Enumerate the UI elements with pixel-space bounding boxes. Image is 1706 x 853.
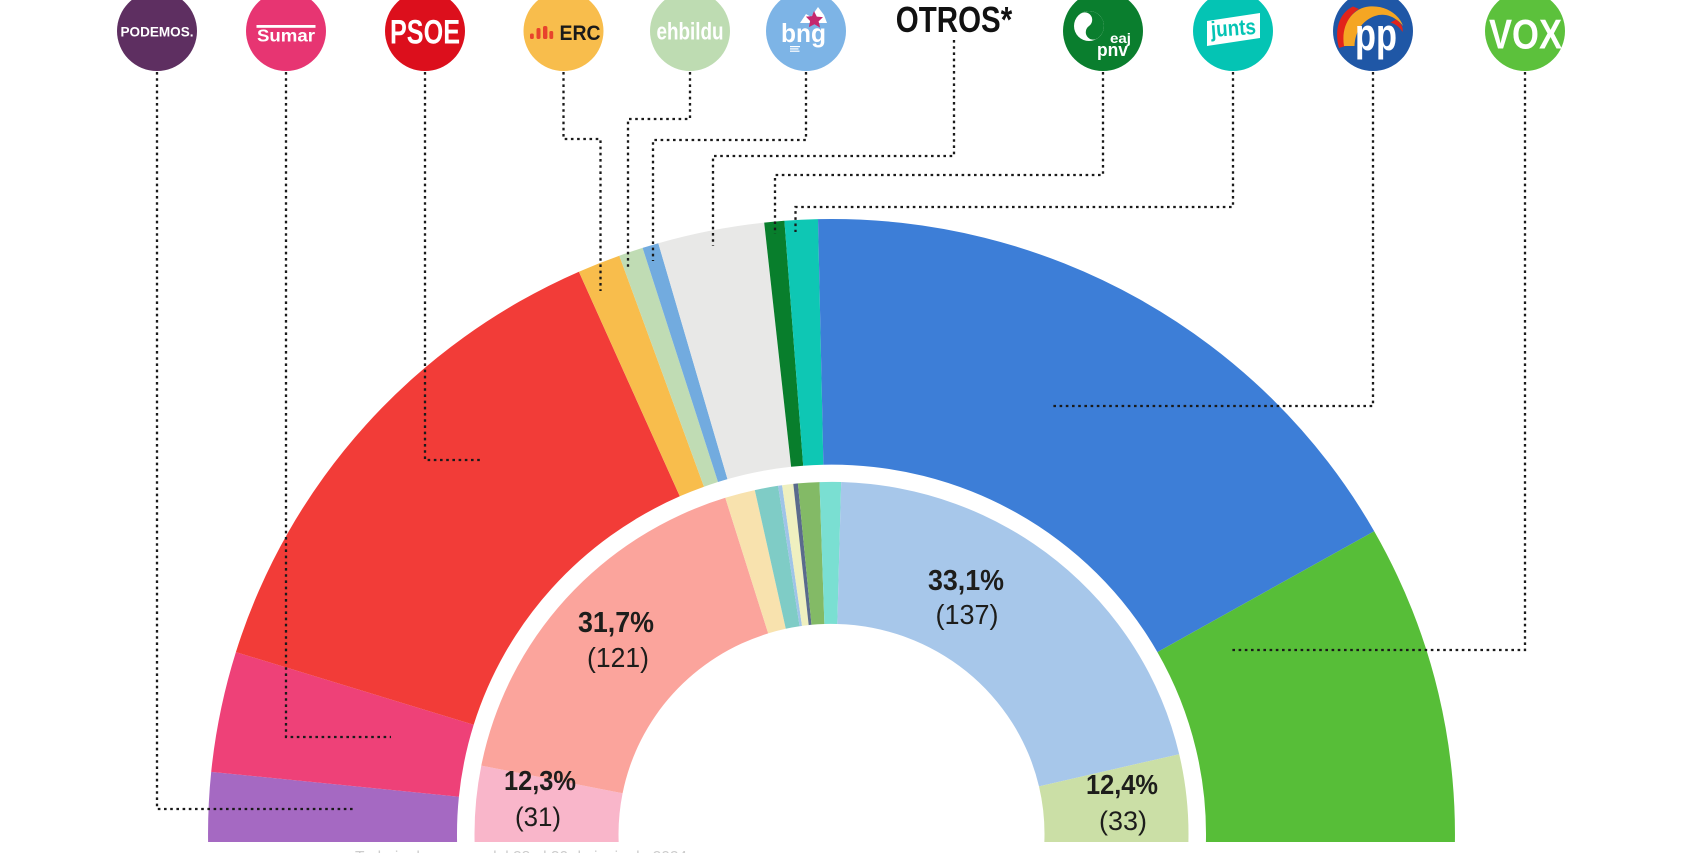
svg-text:PODEMOS.: PODEMOS. <box>121 25 194 40</box>
svg-text:ehbildu: ehbildu <box>657 19 724 46</box>
svg-text:OTROS*: OTROS* <box>896 0 1013 40</box>
svg-text:PSOE: PSOE <box>390 13 460 51</box>
svg-text:(137): (137) <box>936 599 999 630</box>
svg-text:pp: pp <box>1355 9 1397 60</box>
svg-text:(121): (121) <box>587 642 649 673</box>
svg-text:Sumar: Sumar <box>257 26 315 46</box>
svg-text:junts: junts <box>1209 14 1256 42</box>
svg-text:12,3%: 12,3% <box>504 765 576 796</box>
svg-text:ERC: ERC <box>560 22 601 45</box>
svg-text:31,7%: 31,7% <box>578 607 654 639</box>
svg-text:eaj: eaj <box>1110 30 1131 46</box>
svg-text:12,4%: 12,4% <box>1086 769 1158 800</box>
svg-text:VOX: VOX <box>1489 11 1562 58</box>
svg-text:pnv: pnv <box>1097 40 1128 60</box>
svg-text:(33): (33) <box>1099 806 1147 836</box>
svg-text:Trabajo de campo: del 28 al 30: Trabajo de campo: del 28 al 30 de junio … <box>355 849 687 853</box>
svg-text:(31): (31) <box>515 802 561 832</box>
svg-text:33,1%: 33,1% <box>928 565 1004 597</box>
